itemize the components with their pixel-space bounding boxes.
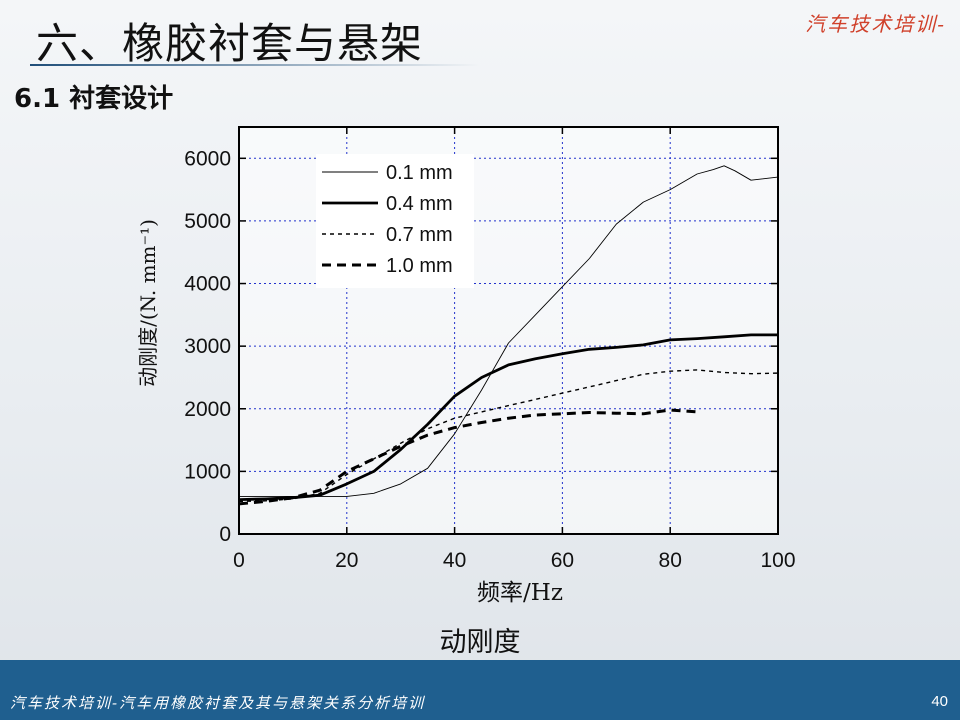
y-axis-label: 动刚度/(N. mm⁻¹) [136,219,160,387]
series-line-0 [239,165,779,497]
section-heading: 6.1 衬套设计 [14,84,174,114]
series-line-1 [238,333,778,501]
y-tick-label: 2000 [184,398,231,421]
slide-title: 六、橡胶衬套与悬架 [36,19,424,68]
chart-caption: 动刚度 [439,627,521,658]
brand-mark: 汽车技术培训- [805,12,946,36]
y-tick-label: 3000 [184,335,231,358]
x-tick-label: 100 [760,549,795,572]
y-tick-label: 5000 [184,210,231,233]
y-tick-label: 6000 [184,147,231,170]
legend-label-3: 1.0 mm [386,255,453,277]
legend-label-0: 0.1 mm [386,162,453,184]
series-line-2 [238,369,779,503]
x-tick-label: 80 [659,549,682,572]
legend-label-1: 0.4 mm [386,193,453,215]
y-tick-label: 0 [219,523,231,546]
footer-text: 汽车技术培训-汽车用橡胶衬套及其与悬架关系分析培训 [10,694,426,712]
chart-legend: 0.1 mm 0.4 mm 0.7 mm 1.0 mm [316,154,474,288]
chart-series [238,165,779,506]
axes-frame [238,126,779,535]
y-tick-label: 4000 [184,273,231,296]
page-number: 40 [931,693,948,710]
y-tick-label: 1000 [184,460,231,483]
x-axis-label: 频率/Hz [477,580,563,606]
x-tick-label: 40 [443,549,466,572]
series-line-3 [238,408,698,506]
title-underline [30,64,480,66]
legend-label-2: 0.7 mm [386,224,453,246]
footer-bar: 汽车技术培训-汽车用橡胶衬套及其与悬架关系分析培训 40 [0,660,960,720]
x-tick-label: 0 [233,549,245,572]
x-tick-label: 20 [335,549,358,572]
x-tick-label: 60 [551,549,574,572]
